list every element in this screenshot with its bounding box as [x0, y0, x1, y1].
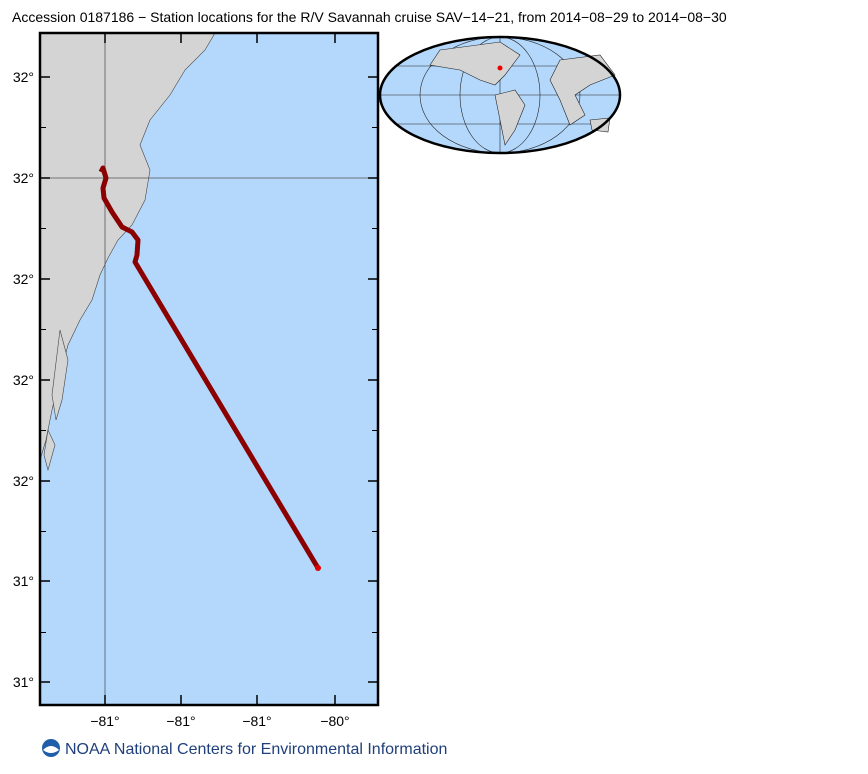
- y-tick-label: 32°: [13, 170, 34, 186]
- footer-text: NOAA National Centers for Environmental …: [65, 741, 447, 758]
- y-tick-label: 32°: [13, 69, 34, 85]
- y-tick-label: 32°: [13, 473, 34, 489]
- x-tick-label: −80°: [320, 713, 349, 729]
- track-end: [315, 565, 321, 571]
- continents: [429, 41, 616, 146]
- cruise-track: [98, 165, 321, 570]
- x-tick-label: −81°: [166, 713, 195, 729]
- x-tick-label: −81°: [90, 713, 119, 729]
- y-tick-label: 31°: [13, 674, 34, 690]
- y-tick-label: 31°: [13, 573, 34, 589]
- y-tick-label: 32°: [13, 271, 34, 287]
- x-tick-label: −81°: [242, 713, 271, 729]
- y-tick-label: 32°: [13, 372, 34, 388]
- location-marker: [497, 65, 503, 71]
- map-frame: [38, 31, 380, 707]
- globe-frame: [378, 35, 622, 155]
- ticks: [40, 33, 378, 705]
- islands: [43, 329, 69, 472]
- noaa-logo-bird: [43, 746, 59, 753]
- title: Accession 0187186 − Station locations fo…: [12, 9, 727, 25]
